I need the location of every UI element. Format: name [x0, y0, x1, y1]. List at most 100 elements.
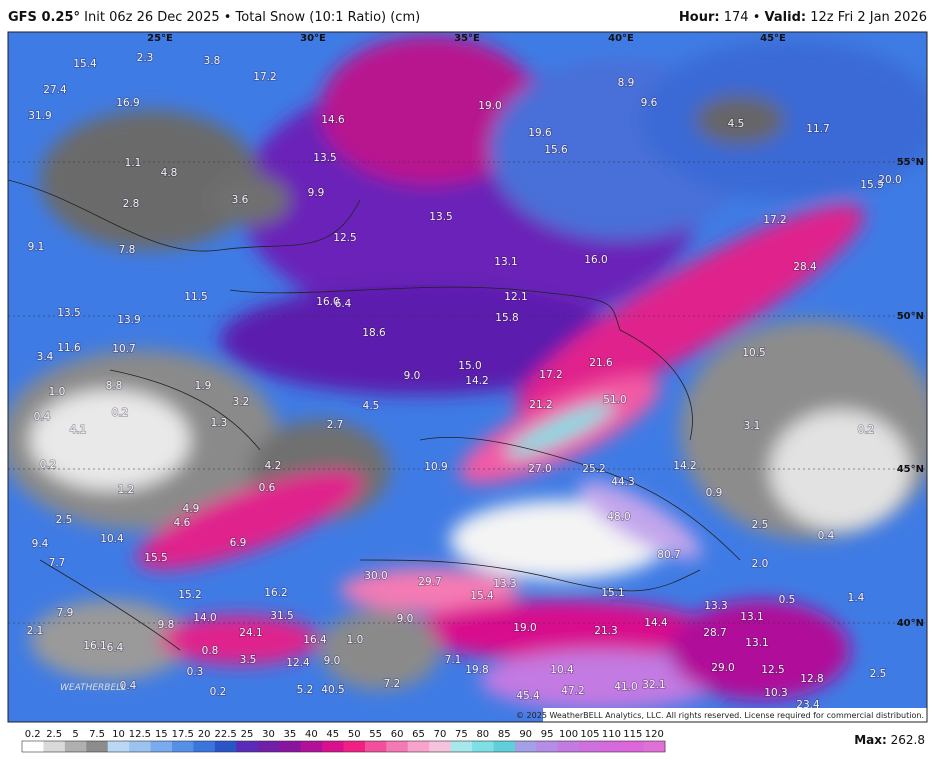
- colorbar-swatch: [236, 741, 259, 752]
- snow-total-label: 9.0: [404, 370, 421, 382]
- snow-total-label: 9.9: [308, 187, 325, 199]
- snow-total-label: 80.7: [657, 549, 680, 561]
- colorbar-swatch: [22, 741, 44, 752]
- snow-total-label: 4.2: [265, 460, 282, 472]
- colorbar-label: 25: [241, 729, 254, 740]
- snow-total-label: 1.2: [118, 484, 135, 496]
- snow-total-label: 48.0: [607, 511, 630, 523]
- colorbar-swatch: [600, 741, 623, 752]
- model-name: GFS 0.25°: [8, 10, 80, 25]
- snow-total-label: 21.2: [529, 399, 552, 411]
- valid-time: 12z Fri 2 Jan 2026: [810, 10, 927, 25]
- snow-total-label: 12.1: [504, 291, 527, 303]
- snow-total-label: 9.6: [641, 97, 658, 109]
- snow-total-label: 15.9: [860, 179, 883, 191]
- snow-total-label: 4.5: [728, 118, 745, 130]
- snow-total-label: 3.8: [204, 55, 221, 67]
- hour-label: Hour:: [679, 10, 720, 25]
- snow-total-label: 7.9: [57, 607, 74, 619]
- snow-total-label: 6.4: [335, 298, 352, 310]
- colorbar-label: 20: [198, 729, 211, 740]
- colorbar-swatch: [364, 741, 387, 752]
- snow-total-label: 1.3: [211, 417, 228, 429]
- colorbar-swatch: [493, 741, 516, 752]
- snow-total-label: 13.5: [57, 307, 80, 319]
- colorbar-swatch: [407, 741, 430, 752]
- snow-total-label: 14.0: [193, 612, 216, 624]
- latitude-label: 40°N: [897, 618, 924, 629]
- colorbar-label: 0.2: [25, 729, 41, 740]
- snow-total-label: 47.2: [561, 685, 584, 697]
- snow-total-label: 1.9: [195, 380, 212, 392]
- snow-total-label: 12.4: [286, 657, 310, 669]
- snow-total-label: 45.4: [516, 690, 540, 702]
- snow-total-label: 2.8: [123, 198, 140, 210]
- snow-total-label: 15.8: [495, 312, 518, 324]
- map-frame: [7, 31, 928, 723]
- snow-total-label: 16.2: [264, 587, 287, 599]
- snow-total-label: 0.6: [259, 482, 276, 494]
- max-value: 262.8: [891, 733, 925, 747]
- colorbar-swatch: [343, 741, 366, 752]
- snow-total-label: 16.1: [83, 640, 106, 652]
- snow-total-label: 15.5: [144, 552, 167, 564]
- snow-total-label: 4.8: [161, 167, 178, 179]
- snow-total-label: 12.8: [800, 673, 823, 685]
- snow-total-label: 8.9: [618, 77, 635, 89]
- snow-total-label: 3.6: [232, 194, 249, 206]
- snow-total-label: 0.4: [34, 411, 51, 423]
- longitude-label: 35°E: [454, 33, 480, 44]
- snow-total-label: 13.5: [429, 211, 452, 223]
- colorbar: 0.2 2.5 5 7.5 10 12.5 15 17.5 20 22.5 25 30 35 40 45 50…: [21, 729, 666, 753]
- colorbar-label: 115: [623, 729, 642, 740]
- colorbar-label: 30: [262, 729, 275, 740]
- colorbar-label: 100: [559, 729, 578, 740]
- separator: •: [753, 10, 761, 25]
- snow-total-label: 0.8: [202, 645, 219, 657]
- snow-total-label: 9.4: [32, 538, 49, 550]
- snow-total-label: 9.0: [397, 613, 414, 625]
- snow-total-label: 20.0: [878, 174, 901, 186]
- snow-shading: [8, 35, 927, 710]
- snow-total-label: 17.2: [539, 369, 562, 381]
- colorbar-swatch: [214, 741, 237, 752]
- snow-total-label: 21.3: [594, 625, 617, 637]
- colorbar-label: 70: [434, 729, 447, 740]
- snow-total-label: 13.1: [740, 611, 763, 623]
- snow-total-label: 27.0: [528, 463, 551, 475]
- snow-total-label: 14.6: [321, 114, 345, 126]
- snow-total-label: 25.2: [582, 463, 605, 475]
- copyright: © 2025 WeatherBELL Analytics, LLC. All r…: [516, 711, 924, 720]
- snow-total-label: 9.1: [28, 241, 45, 253]
- longitude-label: 45°E: [760, 33, 786, 44]
- copyright-box: [543, 708, 927, 722]
- snow-total-label: 27.4: [43, 84, 67, 96]
- longitude-label: 40°E: [608, 33, 634, 44]
- colorbar-swatch: [322, 741, 344, 752]
- snow-total-label: 15.6: [544, 144, 568, 156]
- snow-total-label: 15.4: [73, 58, 97, 70]
- snow-total-label: 14.4: [644, 617, 668, 629]
- colorbar-swatch: [64, 741, 87, 752]
- header-left: GFS 0.25° Init 06z 26 Dec 2025 • Total S…: [8, 10, 420, 25]
- colorbar-swatch: [536, 741, 559, 752]
- colorbar-swatch: [86, 741, 109, 752]
- snow-total-label: 11.7: [806, 123, 829, 135]
- snow-total-label: 0.5: [779, 594, 796, 606]
- snow-total-label: 10.3: [764, 687, 787, 699]
- snow-total-label: 3.1: [744, 420, 761, 432]
- colorbar-frame: [21, 740, 666, 753]
- snow-total-label: 1.4: [848, 592, 865, 604]
- colorbar-label: 105: [580, 729, 599, 740]
- colorbar-swatch: [579, 741, 602, 752]
- snow-total-label: 0.3: [187, 666, 204, 678]
- snow-total-label: 19.8: [465, 664, 488, 676]
- hour: 174: [724, 10, 749, 25]
- snow-total-label: 8.8: [106, 380, 123, 392]
- colorbar-swatch: [514, 741, 537, 752]
- snow-total-label: 1.0: [347, 634, 364, 646]
- snow-total-label: 16.9: [116, 97, 139, 109]
- colorbar-label: 95: [541, 729, 554, 740]
- colorbar-label: 40: [305, 729, 318, 740]
